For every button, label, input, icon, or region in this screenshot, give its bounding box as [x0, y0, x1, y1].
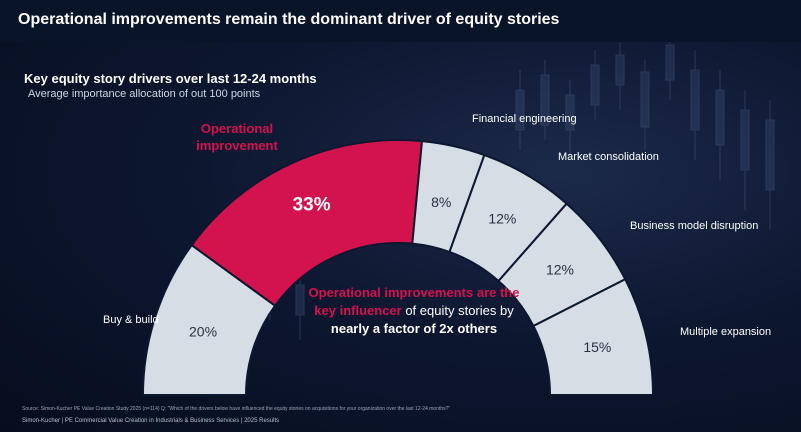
- footer-source: Source: Simon-Kucher PE Value Creation S…: [22, 406, 451, 412]
- chart-title: Key equity story drivers over last 12-24…: [24, 71, 317, 86]
- category-label-operational-improvement: Operational improvement: [196, 121, 278, 153]
- value-label-buy-build: 20%: [189, 324, 217, 340]
- annotation-line-3: nearly a factor of 2x others: [331, 321, 497, 336]
- category-label-market-consolidation: Market consolidation: [558, 151, 659, 163]
- category-label-business-model-disruption: Business model disruption: [630, 220, 758, 232]
- category-label-financial-engineering: Financial engineering: [472, 113, 577, 125]
- annotation-line-1: Operational improvements are the: [309, 285, 520, 300]
- annotation-line-2: key influencer of equity stories by: [314, 303, 514, 318]
- slice-multiple-expansion: [532, 277, 655, 396]
- value-label-market-consolidation: 12%: [488, 211, 516, 227]
- value-label-business-model-disruption: 12%: [546, 261, 574, 277]
- category-label-buy-build: Buy & build: [103, 314, 159, 326]
- value-label-operational-improvement: 33%: [293, 195, 331, 216]
- footer-brand: Simon-Kucher | PE Commercial Value Creat…: [22, 418, 280, 424]
- page-title: Operational improvements remain the domi…: [18, 11, 560, 28]
- chart-subtitle: Average importance allocation of out 100…: [28, 88, 261, 100]
- value-label-financial-engineering: 8%: [431, 194, 451, 210]
- header-bar: [0, 0, 801, 42]
- category-label-multiple-expansion: Multiple expansion: [680, 326, 771, 338]
- value-label-multiple-expansion: 15%: [583, 339, 611, 355]
